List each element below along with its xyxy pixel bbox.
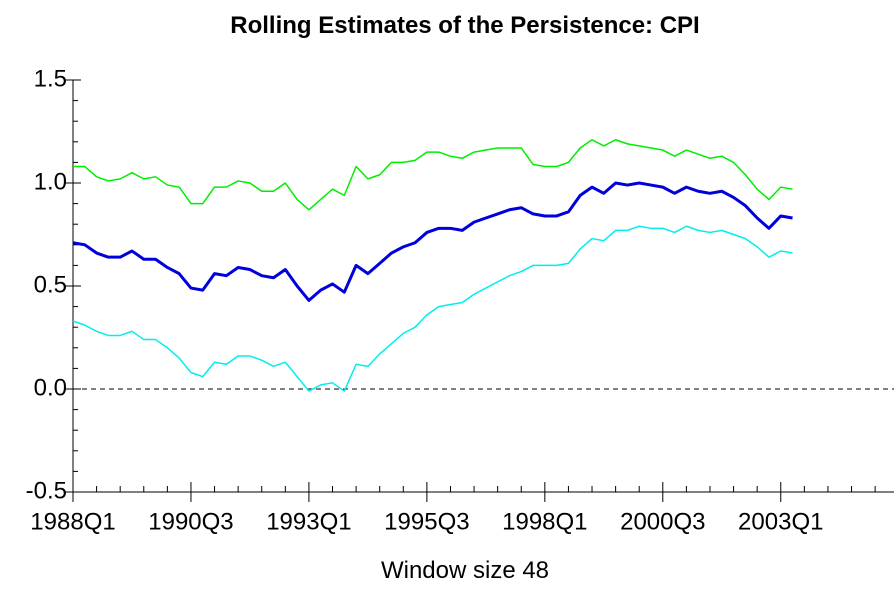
x-tick-label: 1998Q1 [502, 508, 587, 535]
x-tick-label: 1993Q1 [266, 508, 351, 535]
y-tick-label: 0.0 [34, 374, 67, 401]
y-tick-label: 1.0 [34, 168, 67, 195]
series-line [73, 138, 793, 211]
y-tick-label: -0.5 [26, 477, 67, 504]
series-line [72, 225, 793, 392]
x-tick-label: 2000Q3 [620, 508, 705, 535]
x-tick-label: 2003Q1 [738, 508, 823, 535]
series-line [72, 181, 793, 302]
x-tick-label: 1988Q1 [30, 508, 115, 535]
y-tick-label: 1.5 [34, 65, 67, 92]
y-tick-label: 0.5 [34, 271, 67, 298]
x-tick-label: 1990Q3 [148, 508, 233, 535]
chart-title: Rolling Estimates of the Persistence: CP… [230, 12, 699, 39]
x-tick-label: 1995Q3 [384, 508, 469, 535]
x-axis-label: Window size 48 [381, 557, 549, 584]
